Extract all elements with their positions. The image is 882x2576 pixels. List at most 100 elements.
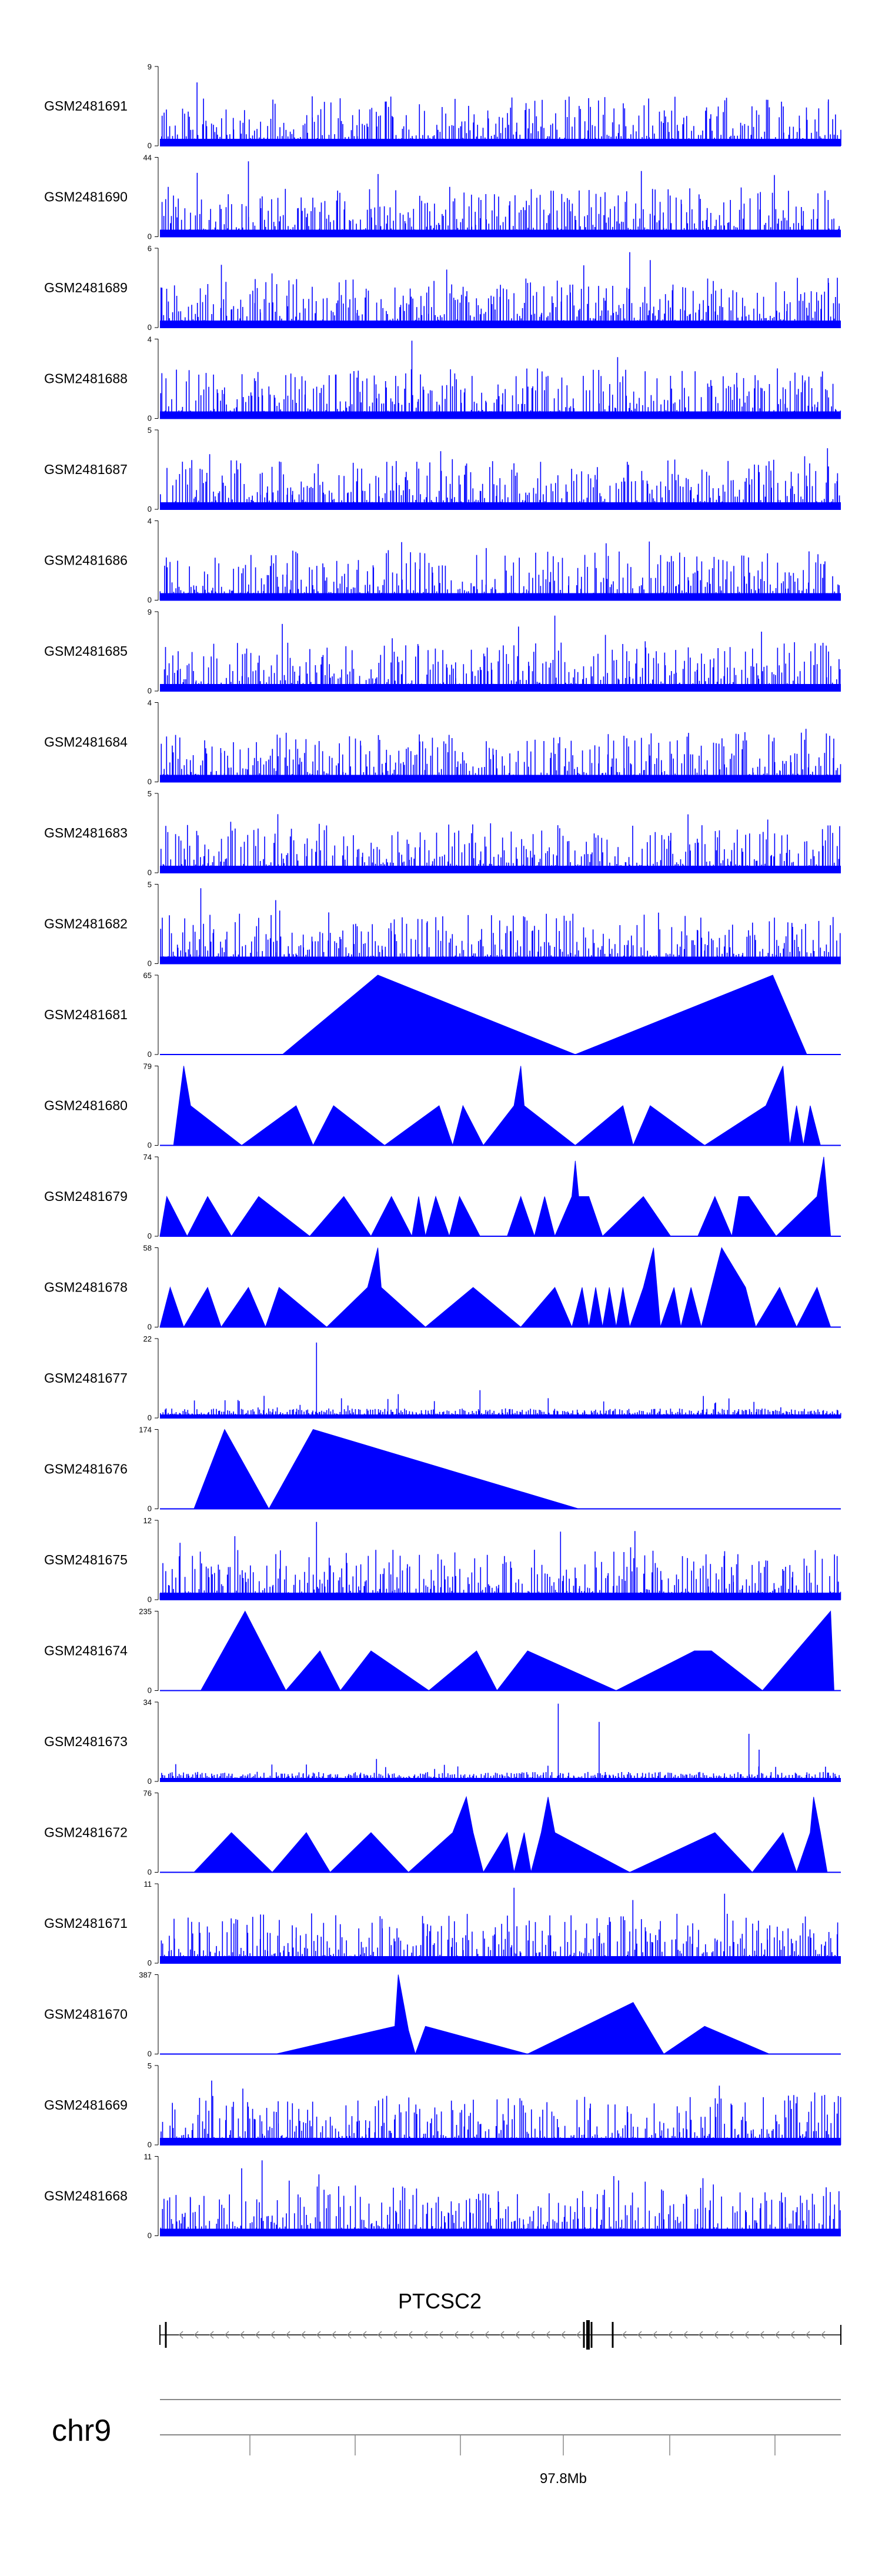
strand-arrow-icon (224, 2331, 229, 2339)
y-max-label: 58 (143, 1244, 152, 1253)
coverage-bars (160, 448, 840, 509)
coverage-bars (159, 1521, 841, 1600)
track-GSM2481679: GSM2481679 74 0 (44, 1153, 841, 1240)
track-label: GSM2481686 (44, 553, 128, 568)
y-min-label: 0 (148, 596, 152, 605)
strand-arrow-icon (790, 2331, 795, 2339)
coverage-floor (160, 229, 841, 237)
coverage-floor (160, 775, 841, 782)
y-max-label: 235 (139, 1607, 152, 1616)
coverage-floor (160, 593, 841, 600)
track-label: GSM2481669 (44, 2097, 128, 2113)
track-GSM2481678: GSM2481678 58 0 (44, 1244, 841, 1332)
track-GSM2481676: GSM2481676 174 0 (44, 1426, 841, 1513)
coverage-floor (160, 2228, 841, 2236)
coverage-floor (160, 139, 841, 146)
coverage-floor (160, 2138, 841, 2145)
strand-arrow-icon (820, 2331, 826, 2339)
strand-arrow-icon (316, 2331, 321, 2339)
strand-arrow-icon (377, 2331, 382, 2339)
track-GSM2481685: GSM2481685 9 0 (44, 608, 841, 695)
track-label: GSM2481689 (44, 280, 128, 295)
y-max-label: 44 (143, 154, 152, 162)
strand-arrow-icon (285, 2331, 290, 2339)
y-min-label: 0 (148, 505, 152, 513)
axis-tick-label-97-8mb: 97.8Mb (540, 2471, 587, 2487)
track-GSM2481680: GSM2481680 79 0 (44, 1062, 841, 1150)
strand-arrow-icon (774, 2331, 780, 2339)
y-max-label: 65 (143, 971, 152, 980)
track-GSM2481670: GSM2481670 387 0 (44, 1971, 841, 2058)
y-min-label: 0 (148, 1595, 152, 1604)
coverage-bars (161, 2080, 841, 2145)
strand-arrow-icon (545, 2331, 550, 2339)
strand-arrow-icon (637, 2331, 642, 2339)
strand-arrow-icon (469, 2331, 474, 2339)
y-max-label: 387 (139, 1971, 152, 1980)
track-label: GSM2481674 (44, 1643, 128, 1659)
track-label: GSM2481685 (44, 643, 128, 659)
track-GSM2481675: GSM2481675 12 0 (44, 1516, 841, 1604)
y-min-label: 0 (148, 2140, 152, 2149)
coverage-bars (160, 888, 841, 964)
track-GSM2481688: GSM2481688 4 0 (44, 335, 841, 423)
y-min-label: 0 (148, 686, 152, 695)
coverage-bars (161, 1887, 840, 1963)
coverage-area (176, 975, 807, 1055)
track-GSM2481669: GSM2481669 5 0 (44, 2061, 841, 2149)
y-min-label: 0 (148, 778, 152, 786)
y-min-label: 0 (148, 323, 152, 332)
y-max-label: 5 (148, 880, 152, 889)
y-min-label: 0 (148, 1777, 152, 1786)
y-min-label: 0 (148, 414, 152, 423)
y-max-label: 76 (143, 1789, 152, 1798)
coverage-floor (160, 866, 841, 873)
y-min-label: 0 (148, 141, 152, 150)
coverage-floor (160, 1778, 841, 1781)
gene-exon (586, 2320, 590, 2350)
track-label: GSM2481690 (44, 189, 128, 205)
track-label: GSM2481684 (44, 735, 128, 750)
y-max-label: 11 (144, 1880, 152, 1888)
strand-arrow-icon (453, 2331, 459, 2339)
coverage-floor (160, 1414, 841, 1418)
strand-arrow-icon (484, 2331, 489, 2339)
y-min-label: 0 (148, 868, 152, 877)
track-GSM2481684: GSM2481684 4 0 (44, 699, 841, 786)
track-label: GSM2481672 (44, 1825, 128, 1840)
y-min-label: 0 (148, 1868, 152, 1877)
y-max-label: 22 (143, 1334, 152, 1343)
coverage-area (193, 1429, 579, 1510)
gene-exon (590, 2322, 593, 2348)
coverage-area (173, 1066, 821, 1147)
track-GSM2481677: GSM2481677 22 0 (44, 1334, 841, 1422)
track-label: GSM2481681 (44, 1007, 128, 1022)
y-max-label: 6 (148, 244, 152, 253)
coverage-bars (161, 814, 840, 873)
coverage-floor (160, 956, 841, 964)
y-min-label: 0 (148, 1413, 152, 1422)
gene-model-ptcsc2 (159, 2320, 841, 2350)
chromosome-label: chr9 (52, 2414, 111, 2448)
track-GSM2481681: GSM2481681 65 0 (44, 971, 841, 1059)
strand-arrow-icon (423, 2331, 428, 2339)
track-GSM2481673: GSM2481673 34 0 (44, 1698, 841, 1786)
strand-arrow-icon (576, 2331, 581, 2339)
strand-arrow-icon (209, 2331, 214, 2339)
strand-arrow-icon (407, 2331, 413, 2339)
y-min-label: 0 (148, 1232, 152, 1240)
y-min-label: 0 (148, 1958, 152, 1967)
y-max-label: 4 (148, 517, 152, 526)
coverage-area (193, 1796, 828, 1874)
coverage-bars (160, 341, 841, 419)
track-label: GSM2481679 (44, 1189, 128, 1204)
coverage-bars (161, 615, 841, 691)
y-min-label: 0 (148, 232, 152, 241)
strand-arrow-icon (530, 2331, 535, 2339)
ruler-ticks (249, 2435, 776, 2455)
strand-arrow-icon (729, 2331, 734, 2339)
track-label: GSM2481691 (44, 98, 128, 114)
coverage-area (159, 1156, 831, 1237)
y-max-label: 5 (148, 2061, 152, 2070)
gene-exon (583, 2322, 585, 2348)
